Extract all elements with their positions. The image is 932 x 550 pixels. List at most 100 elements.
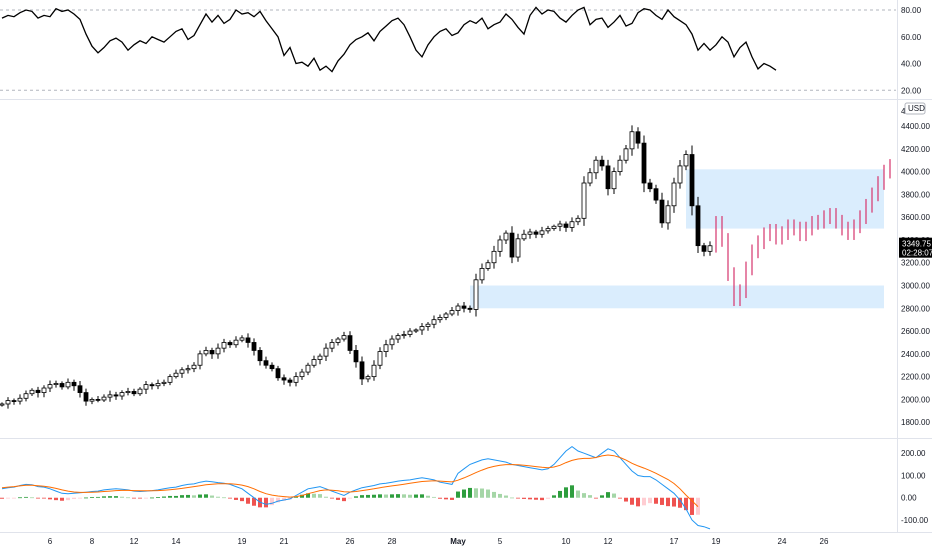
candle-body [395, 335, 401, 340]
macd-histogram-bar [246, 497, 250, 504]
macd-histogram-bar [486, 489, 490, 498]
candle-body [53, 383, 59, 386]
macd-histogram-bar [504, 495, 508, 498]
macd-histogram-bar [306, 493, 310, 498]
macd-histogram-bar [48, 497, 52, 500]
candle-body [431, 319, 437, 325]
price-y-tick: 2800.00 [901, 304, 930, 313]
macd-histogram-bar [72, 497, 76, 499]
candle-body [323, 347, 329, 357]
candle-body [545, 228, 551, 232]
candle-body [443, 313, 449, 318]
macd-histogram-bar [396, 494, 400, 498]
macd-histogram-bar [294, 496, 298, 498]
candle-body [209, 350, 215, 355]
macd-histogram-bar [582, 493, 586, 498]
last-price-badge [899, 237, 932, 258]
macd-histogram-bar [474, 488, 478, 498]
candle-body [5, 400, 11, 405]
macd-histogram-bar [444, 497, 448, 500]
candle-body [347, 335, 353, 351]
rsi-panel: 80.00 60.00 40.00 20.00 [0, 6, 922, 95]
macd-histogram-bar [360, 495, 364, 498]
macd-histogram-bar [126, 497, 130, 499]
candle-body [29, 389, 35, 395]
price-panel: 4400.004200.004000.003800.003600.003400.… [0, 102, 932, 427]
macd-histogram-bar [144, 497, 148, 499]
macd-histogram-bar [348, 497, 352, 499]
candle-body [503, 232, 509, 241]
macd-histogram-bar [120, 496, 124, 498]
candle-body [167, 376, 173, 383]
macd-histogram-bar [210, 495, 214, 498]
macd-histogram-bar [192, 495, 196, 498]
macd-histogram-bar [354, 496, 358, 498]
macd-y-tick: 100.00 [901, 471, 926, 480]
candle-body [221, 342, 227, 349]
candle-body [47, 384, 53, 389]
macd-histogram-bar [198, 494, 202, 498]
x-axis: 6 8 12 14 19 21 26 28 May 5 10 12 17 19 24 26 [48, 537, 829, 546]
candle-body [473, 279, 479, 310]
macd-histogram-bar [600, 495, 604, 498]
macd-histogram-bar [684, 497, 688, 511]
x-tick: 8 [90, 537, 95, 546]
macd-y-tick: 200.00 [901, 449, 926, 458]
candle-body [479, 268, 485, 281]
macd-y-tick: -100.00 [901, 516, 929, 525]
signal-line [1, 454, 699, 507]
macd-histogram-bar [342, 497, 346, 502]
macd-histogram-bar [606, 492, 610, 498]
candle-body [257, 350, 263, 362]
candle-body [65, 381, 71, 388]
macd-histogram-bar [108, 496, 112, 498]
macd-histogram-bar [408, 494, 412, 498]
candle-body [407, 330, 413, 335]
macd-histogram-bar [0, 497, 4, 499]
macd-histogram-bar [36, 497, 40, 499]
candle-body [275, 368, 281, 379]
candle-body [71, 381, 77, 387]
candle-body [0, 403, 5, 406]
candle-body [569, 221, 575, 228]
macd-histogram-bar [558, 490, 562, 498]
candle-body [383, 344, 389, 352]
candle-body [239, 337, 245, 341]
macd-histogram-bar [264, 497, 268, 508]
candle-body [551, 225, 557, 229]
x-tick: 24 [778, 537, 787, 546]
macd-histogram-bar [570, 485, 574, 498]
price-y-tick: 2400.00 [901, 350, 930, 359]
macd-histogram-bar [78, 497, 82, 499]
macd-histogram-bar [300, 494, 304, 498]
x-tick: 21 [280, 537, 289, 546]
price-y-tick: 4200.00 [901, 145, 930, 154]
candle-body [521, 233, 527, 240]
macd-histogram-bar [66, 497, 70, 501]
x-tick: 10 [562, 537, 571, 546]
candle-body [155, 383, 161, 387]
macd-histogram-bar [402, 494, 406, 498]
candle-body [527, 231, 533, 235]
candle-body [575, 217, 581, 223]
macd-histogram-bar [324, 496, 328, 498]
candle-body [83, 392, 89, 402]
candle-body [245, 337, 251, 343]
candle-body [161, 381, 167, 384]
macd-histogram-bar [150, 497, 154, 499]
candle-body [365, 376, 371, 380]
candle-body [263, 360, 269, 366]
macd-histogram-bar [648, 497, 652, 504]
candle-body [173, 372, 179, 378]
macd-histogram-bar [186, 494, 190, 498]
macd-histogram-bar [12, 497, 16, 499]
candle-body [485, 262, 491, 269]
macd-histogram-bar [240, 497, 244, 502]
candle-body [299, 371, 305, 378]
macd-histogram-bar [168, 495, 172, 498]
macd-histogram-bar [576, 490, 580, 498]
macd-y-tick: 0.00 [901, 494, 917, 503]
macd-histogram-bar [618, 497, 622, 499]
macd-histogram-bar [252, 497, 256, 506]
candle-body [89, 399, 95, 402]
